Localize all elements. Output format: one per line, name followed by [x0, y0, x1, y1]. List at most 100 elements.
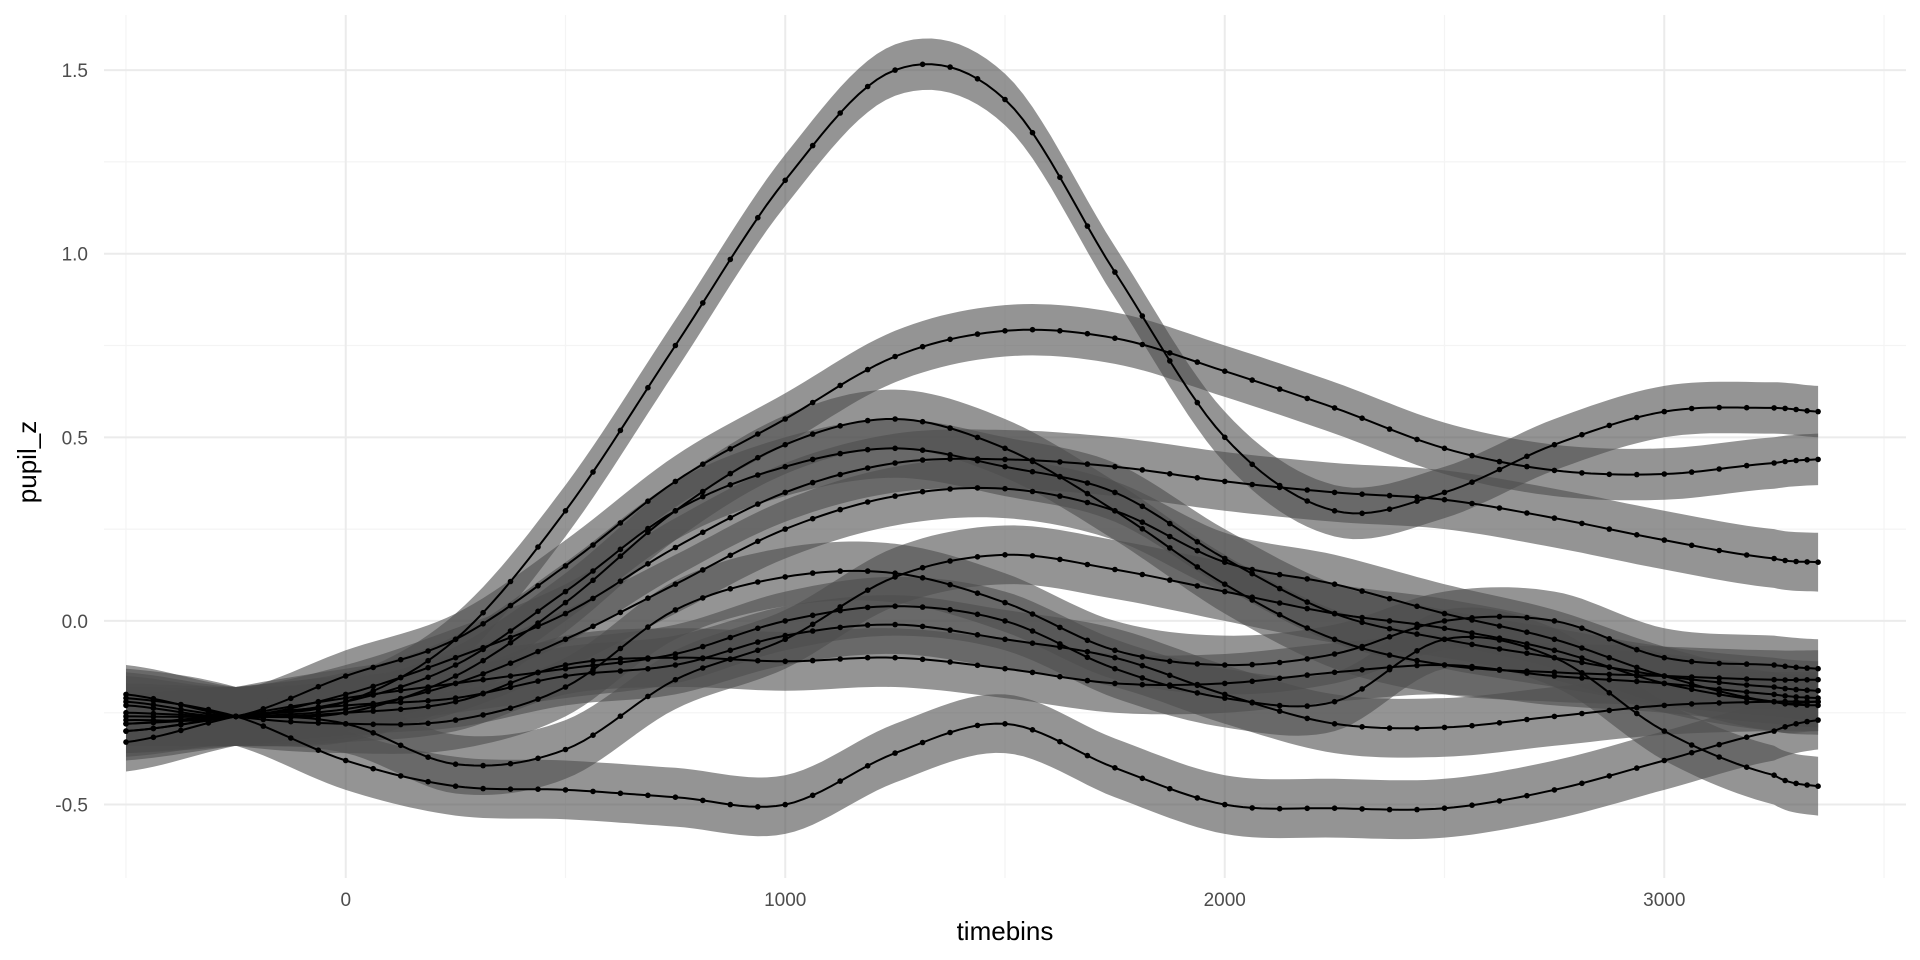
series-point [1167, 658, 1173, 665]
series-point [507, 673, 514, 679]
series-point [617, 609, 624, 616]
series-point [1634, 471, 1640, 478]
series-point [1469, 722, 1475, 729]
series-point [535, 648, 541, 655]
series-point [1469, 641, 1475, 648]
series-point [1793, 677, 1799, 683]
series-point [892, 574, 898, 580]
series-point [672, 478, 679, 485]
series-point [1359, 643, 1365, 650]
series-point [1716, 686, 1722, 692]
series-point [1441, 636, 1448, 643]
series-point [1057, 174, 1063, 181]
series-point [425, 657, 431, 664]
series-point [1716, 404, 1722, 411]
series-point [1112, 680, 1118, 687]
series-point [919, 61, 926, 68]
series-point [947, 581, 953, 588]
series-point [809, 612, 816, 619]
series-point [809, 570, 816, 576]
series-point [617, 713, 624, 719]
series-point [1057, 556, 1063, 563]
y-tick-label: 1.0 [62, 245, 88, 266]
series-point [1386, 618, 1393, 624]
series-point [1716, 466, 1722, 472]
series-point [864, 763, 871, 769]
series-point [1002, 665, 1008, 672]
series-point [1057, 459, 1063, 465]
series-point [1386, 426, 1393, 432]
series-point [645, 561, 651, 567]
series-point [1771, 676, 1777, 683]
confidence-ribbons [126, 38, 1819, 840]
series-point [809, 792, 816, 799]
series-point [425, 688, 431, 695]
series-point [837, 382, 843, 389]
series-point [837, 110, 843, 116]
series-point [123, 695, 129, 701]
series-point [672, 654, 679, 661]
series-point [535, 608, 541, 615]
series-point [1469, 615, 1475, 621]
series-point [1002, 599, 1008, 606]
series-point [1606, 690, 1613, 696]
series-point [892, 654, 898, 661]
series-point [507, 639, 514, 646]
series-point [1743, 682, 1750, 688]
series-point [452, 662, 459, 668]
series-point [288, 735, 294, 741]
series-point [507, 660, 514, 666]
series-point [727, 634, 734, 641]
series-point [947, 627, 953, 633]
series-point [919, 457, 926, 463]
series-point [1524, 716, 1530, 723]
series-point [452, 783, 459, 789]
series-point [1304, 672, 1310, 678]
series-point [1496, 635, 1503, 641]
series-point [947, 425, 953, 431]
series-point [370, 700, 377, 707]
series-point [1414, 725, 1420, 731]
series-point [1815, 717, 1821, 723]
series-point [1441, 805, 1448, 811]
series-point [1634, 664, 1640, 671]
series-point [1524, 614, 1530, 621]
series-point [809, 142, 816, 149]
series-point [1139, 467, 1146, 473]
series-point [1084, 637, 1091, 644]
series-point [919, 656, 926, 663]
series-point [507, 680, 514, 686]
series-point [425, 720, 431, 727]
series-point [1441, 489, 1448, 496]
series-point [342, 757, 349, 764]
series-point [1743, 661, 1750, 667]
y-tick-label: -0.5 [55, 796, 88, 817]
series-point [1276, 805, 1283, 812]
series-point [315, 683, 322, 690]
series-point [1029, 468, 1036, 475]
series-point [1222, 478, 1228, 485]
series-point [1524, 650, 1530, 656]
series-point [1793, 664, 1799, 671]
series-point [1414, 657, 1420, 664]
series-point [178, 706, 184, 713]
series-point [370, 664, 377, 671]
series-point [617, 520, 624, 526]
series-point [205, 717, 212, 723]
series-point [1359, 806, 1365, 812]
series-point [672, 607, 679, 613]
series-point [919, 488, 926, 495]
series-point [370, 730, 377, 736]
series-point [1359, 588, 1365, 594]
series-point [672, 662, 679, 668]
series-point [1469, 802, 1475, 808]
series-point [1167, 785, 1173, 792]
series-point [1441, 610, 1448, 617]
series-point [1551, 787, 1558, 793]
series-point [864, 446, 871, 453]
series-point [590, 788, 596, 795]
y-axis-title: pupil_z [12, 421, 42, 503]
series-point [1716, 660, 1722, 667]
series-point [1112, 489, 1118, 496]
series-point [1441, 618, 1448, 624]
